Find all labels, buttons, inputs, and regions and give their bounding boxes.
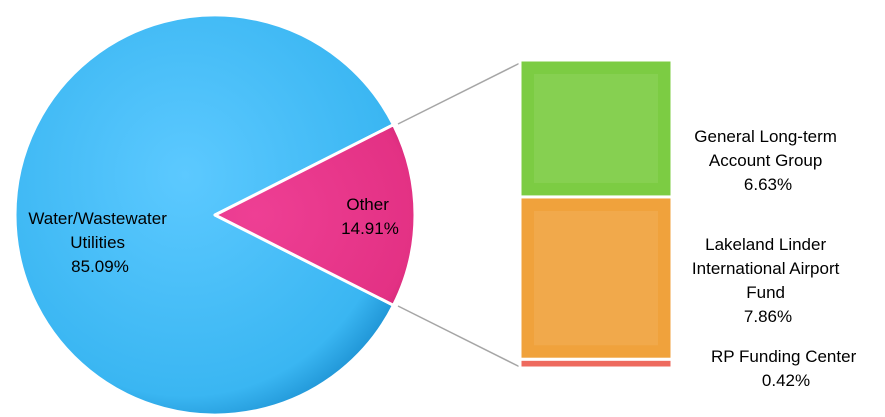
bar-segment-general-long-term <box>518 58 674 199</box>
breakdown-bar <box>518 58 674 370</box>
segment-label-rp-funding-center: RP Funding Center 0.42% <box>711 347 861 390</box>
segment-label-general-long-term: General Long-term Account Group 6.63% <box>694 127 841 194</box>
connector-line-top <box>397 62 521 125</box>
bar-segment-general-long-term-bevel <box>534 74 658 183</box>
bar-segment-rp-funding-center <box>518 357 674 370</box>
pie-slice-water-wastewater <box>13 13 395 417</box>
segment-label-airport-fund: Lakeland Linder International Airport Fu… <box>692 235 844 326</box>
slice-label-water: Water/Wastewater Utilities 85.09% <box>28 209 171 276</box>
pie-slice-other <box>213 123 417 307</box>
bar-segment-airport-fund <box>518 195 674 361</box>
slice-label-other: Other 14.91% <box>341 195 399 238</box>
pie <box>13 13 417 417</box>
bar-segment-airport-fund-bevel <box>534 210 658 346</box>
connector-line-bottom <box>397 305 521 368</box>
